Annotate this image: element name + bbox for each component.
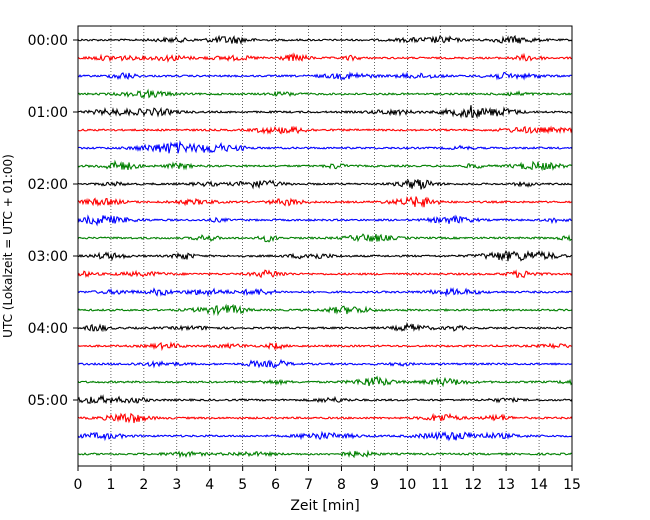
x-tick-label: 13 xyxy=(497,477,515,493)
trace-0515 xyxy=(77,412,573,424)
x-tick-label: 4 xyxy=(205,477,214,493)
y-axis-label: UTC (Lokalzeit = UTC + 01:00) xyxy=(1,154,15,338)
y-tick-label: 01:00 xyxy=(28,105,68,121)
trace-0245 xyxy=(77,233,573,243)
trace-0545 xyxy=(77,449,573,459)
trace-0015 xyxy=(77,52,573,63)
trace-0430 xyxy=(77,358,573,369)
trace-0000 xyxy=(77,34,573,45)
trace-0215 xyxy=(77,196,573,208)
x-tick-label: 5 xyxy=(238,477,247,493)
x-tick-label: 7 xyxy=(304,477,313,493)
x-axis-label: Zeit [min] xyxy=(290,498,359,514)
x-tick-label: 8 xyxy=(337,477,346,493)
x-tick-label: 12 xyxy=(464,477,482,493)
x-tick-label: 14 xyxy=(530,477,548,493)
trace-0500 xyxy=(77,394,573,405)
y-tick-label: 04:00 xyxy=(28,321,68,337)
trace-0130 xyxy=(77,140,573,154)
trace-0330 xyxy=(77,287,573,298)
trace-0315 xyxy=(77,269,573,279)
x-tick-label: 9 xyxy=(370,477,379,493)
y-axis-ticks: 00:00 01:00 02:00 03:00 04:00 05:00 xyxy=(28,33,78,409)
trace-0200 xyxy=(77,178,573,190)
trace-0400 xyxy=(77,321,573,333)
x-tick-label: 11 xyxy=(431,477,449,493)
trace-0445 xyxy=(77,375,573,388)
trace-0300 xyxy=(77,249,573,262)
trace-0115 xyxy=(77,125,573,135)
trace-0345 xyxy=(77,303,573,317)
x-tick-label: 15 xyxy=(563,477,581,493)
trace-0230 xyxy=(77,214,573,227)
x-tick-label: 1 xyxy=(106,477,115,493)
plot-frame xyxy=(77,25,573,467)
trace-lines xyxy=(77,34,573,459)
trace-0530 xyxy=(77,430,573,442)
y-tick-label: 00:00 xyxy=(28,33,68,49)
trace-0030 xyxy=(77,71,573,81)
y-tick-label: 05:00 xyxy=(28,393,68,409)
x-tick-label: 10 xyxy=(398,477,416,493)
x-tick-label: 6 xyxy=(271,477,280,493)
trace-0045 xyxy=(77,88,573,99)
x-tick-label: 3 xyxy=(172,477,181,493)
y-tick-label: 03:00 xyxy=(28,249,68,265)
trace-0415 xyxy=(77,341,573,352)
trace-0145 xyxy=(77,159,573,172)
x-axis-ticks: 0 1 2 3 4 5 6 7 8 9 10 11 12 13 14 15 xyxy=(74,466,581,493)
trace-0100 xyxy=(77,105,573,120)
y-tick-label: 02:00 xyxy=(28,177,68,193)
vertical-grid xyxy=(110,26,540,466)
x-tick-label: 0 xyxy=(74,477,83,493)
x-tick-label: 2 xyxy=(139,477,148,493)
